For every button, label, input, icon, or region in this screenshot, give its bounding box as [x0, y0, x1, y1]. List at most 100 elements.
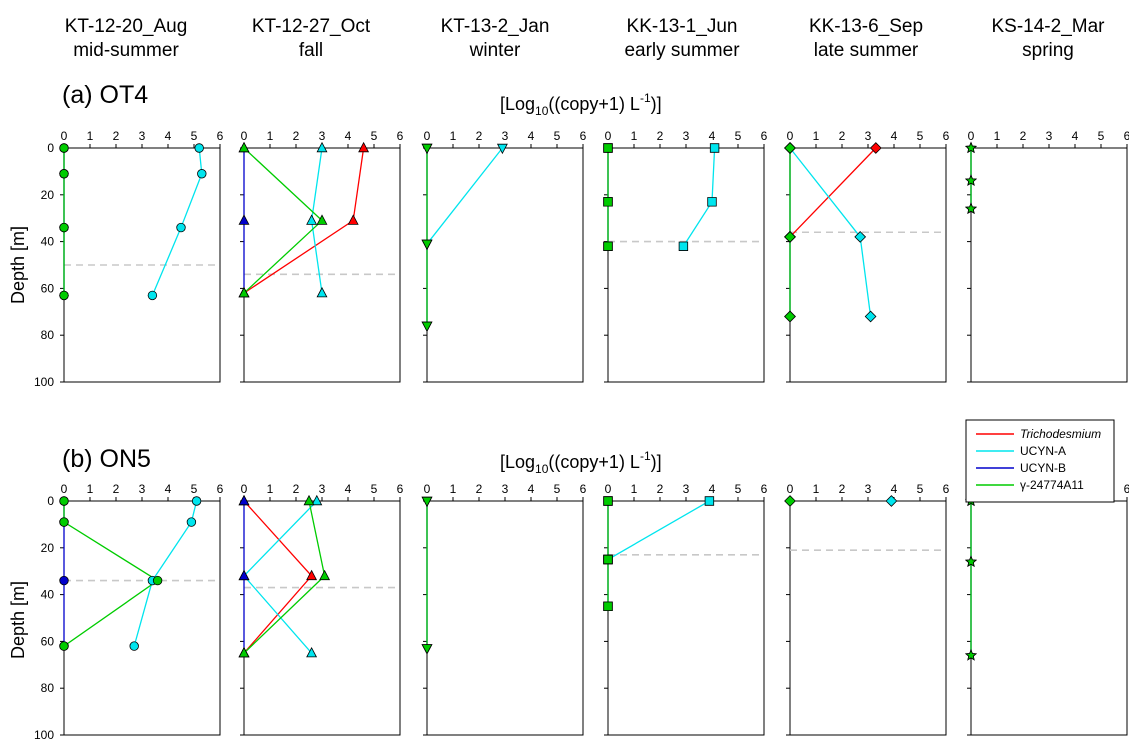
column-title-5-line2: late summer — [814, 40, 919, 61]
panel-r1-c4-x-tick-label-4: 4 — [709, 129, 716, 143]
column-title-3-line1: KT-13-2_Jan — [441, 16, 550, 37]
panel-r1-c1-x-tick-label-3: 3 — [139, 129, 146, 143]
panel-r1-c2-point-trichodesmium-1 — [358, 141, 370, 153]
column-title-2-line1: KT-12-27_Oct — [252, 16, 371, 37]
panel-r1-c6-point-24774a11-2 — [964, 174, 978, 186]
panel-r2-c2-x-tick-label-6: 6 — [397, 482, 404, 496]
legend-label-gamma-24774a11: γ-24774A11 — [1020, 478, 1084, 492]
panel-r2-c1-x-tick-label-5: 5 — [191, 482, 198, 496]
panel-r1-c5-point-24774a11-3 — [784, 310, 796, 323]
panel-r1-c2-x-tick-label-5: 5 — [371, 129, 378, 143]
column-title-2-line2: fall — [299, 40, 323, 61]
panel-r2-c4-x-tick-label-6: 6 — [761, 482, 768, 496]
panel-r2-c1-x-tick-label-6: 6 — [217, 482, 224, 496]
row-label-ot4: (a) OT4 — [62, 81, 148, 109]
panel-r2-c3-x-tick-label-0: 0 — [424, 482, 431, 496]
column-titles: KT-12-20_Aug mid-summer KT-12-27_Oct fal… — [65, 16, 1105, 61]
panel-r1-c2-point-trichodesmium-2 — [347, 214, 359, 225]
panel-r2-c2-x-tick-label-5: 5 — [371, 482, 378, 496]
panel-r1-c6-x-tick-label-2: 2 — [1020, 129, 1027, 143]
panel-r1-c3-x-tick-label-6: 6 — [580, 129, 587, 143]
x-unit-label-bottom: [Log10((copy+1) L-1)] — [500, 449, 662, 476]
panel-r2-c1-point-ucyn-a-1 — [191, 496, 202, 506]
panel-r1-c4-point-ucyn-a-1 — [709, 143, 720, 153]
panel-r1-c1-y-tick-label-60: 60 — [41, 281, 55, 295]
panel-r2-c1-y-tick-label-100: 100 — [34, 728, 54, 739]
panel-r2-c4: 0 1 2 3 4 5 6 — [603, 482, 768, 736]
panel-r2-c5-x-tick-label-5: 5 — [917, 482, 924, 496]
panel-r1-c5-x-tick-label-6: 6 — [943, 129, 950, 143]
column-title-6-line1: KS-14-2_Mar — [992, 16, 1106, 37]
panel-r2-c3-x-tick-label-5: 5 — [554, 482, 561, 496]
panel-r1-c1-point-24774a11-4 — [59, 290, 69, 301]
panel-r2-c2-point-ucyn-b-1 — [238, 494, 250, 506]
panel-r1-c2-frame — [243, 147, 401, 383]
panel-r1-c5-point-trichodesmium-1 — [869, 142, 882, 154]
panel-r1-c4-x-tick-label-6: 6 — [761, 129, 768, 143]
panel-r1-c1-point-ucyn-a-3 — [176, 222, 186, 233]
panel-r2-c4-point-24774a11-3 — [603, 601, 613, 611]
panel-r1-c2-point-ucyn-a-2 — [306, 214, 318, 225]
panel-r2-c1-point-ucyn-a-4 — [129, 641, 139, 651]
panel-r2-c2-point-ucyn-a-3 — [306, 646, 318, 658]
panel-r1-c5: 0 1 2 3 4 5 6 — [784, 129, 950, 383]
panel-r2-c2-point-24774a11-2 — [319, 569, 331, 581]
panel-r2-c2-x-tick-label-3: 3 — [319, 482, 326, 496]
panel-r1-c1-x-tick-label-4: 4 — [165, 129, 172, 143]
panel-r2-c2-point-trichodesmium-2 — [306, 569, 318, 581]
panel-r1-c1-x-tick-label-6: 6 — [217, 129, 224, 143]
panel-r2-c4-x-tick-label-0: 0 — [605, 482, 612, 496]
panel-r1-c1-point-ucyn-a-4 — [147, 290, 158, 301]
panel-r2-c3-x-tick-label-4: 4 — [528, 482, 535, 496]
panel-r2-c5-x-tick-label-2: 2 — [839, 482, 846, 496]
panel-r1-c4-point-ucyn-a-2 — [707, 197, 717, 207]
panel-r2-c2-x-tick-label-4: 4 — [345, 482, 352, 496]
panel-r1-c6-x-tick-label-5: 5 — [1098, 129, 1105, 143]
panel-r1-c4: 0 1 2 3 4 5 6 — [603, 129, 768, 383]
panel-r1-c3-point-24774a11-2 — [421, 239, 433, 251]
panel-r1-c4-frame — [607, 147, 765, 383]
legend-label-ucyn-a: UCYN-A — [1020, 444, 1066, 458]
panel-r2-c6-x-tick-label-6: 6 — [1124, 482, 1129, 496]
panel-r2-c4-point-24774a11-1 — [603, 496, 613, 506]
panel-r1-c3-x-tick-label-2: 2 — [476, 129, 483, 143]
panel-r2-c2-line-ucyn-a — [243, 500, 318, 654]
panel-r2-c6-point-24774a11-3 — [964, 649, 978, 661]
panel-r2-c1-y-tick-label-20: 20 — [41, 541, 55, 555]
panel-r2-c5-point-24774a11-1 — [784, 495, 796, 507]
panel-r1-c5-x-tick-label-0: 0 — [787, 129, 794, 143]
panel-r1-c5-x-tick-label-5: 5 — [917, 129, 924, 143]
panel-r1-c1-line-ucyn-a — [151, 147, 203, 296]
panel-r2-c2-x-tick-label-0: 0 — [241, 482, 248, 496]
panel-r2-c2-point-24774a11-3 — [238, 646, 250, 658]
panel-r1-c3: 0 1 2 3 4 5 6 — [421, 129, 587, 383]
panel-r1-c2-x-tick-label-3: 3 — [319, 129, 326, 143]
panel-r1-c2-point-24774a11-2 — [316, 214, 328, 225]
panel-r1-c1-point-24774a11-1 — [59, 143, 69, 153]
panel-r2-c5-point-ucyn-a-1 — [885, 495, 898, 507]
panel-r2-c1-x-tick-label-1: 1 — [87, 482, 94, 496]
panel-r1-c6-x-tick-label-0: 0 — [968, 129, 975, 143]
column-title-6-line2: spring — [1022, 40, 1074, 61]
panel-r1-c4-x-tick-label-0: 0 — [605, 129, 612, 143]
panel-r2-c1-x-tick-label-2: 2 — [113, 482, 120, 496]
panel-r2-c5-x-tick-label-1: 1 — [813, 482, 820, 496]
legend-label-trichodesmium: Trichodesmium — [1020, 427, 1101, 441]
panel-r2-c5-x-tick-label-6: 6 — [943, 482, 950, 496]
panel-r1-c1-y-tick-label-80: 80 — [41, 328, 55, 342]
panel-r1-c2-point-ucyn-b-2 — [238, 214, 250, 225]
panel-r1-c2-line-trichodesmium — [243, 147, 365, 294]
panel-r1-c6-x-tick-label-1: 1 — [994, 129, 1001, 143]
panel-r1-c3-point-24774a11-1 — [421, 143, 433, 155]
panel-r1-c3-x-tick-label-4: 4 — [528, 129, 535, 143]
panel-r1-c5-x-tick-label-4: 4 — [891, 129, 898, 143]
panel-r2-c1-y-tick-label-80: 80 — [41, 681, 55, 695]
panel-r2-c1-point-ucyn-b-3 — [59, 575, 69, 586]
panel-r2-c2-frame — [243, 500, 401, 736]
panel-r2-c4-point-ucyn-a-1 — [704, 496, 715, 506]
panel-r2-c1-x-tick-label-4: 4 — [165, 482, 172, 496]
panel-r1-c2-x-tick-label-6: 6 — [397, 129, 404, 143]
panel-r1-c4-x-tick-label-5: 5 — [735, 129, 742, 143]
panel-r2-c1-point-24774a11-4 — [59, 641, 69, 651]
panel-r1-c5-frame — [789, 147, 947, 383]
